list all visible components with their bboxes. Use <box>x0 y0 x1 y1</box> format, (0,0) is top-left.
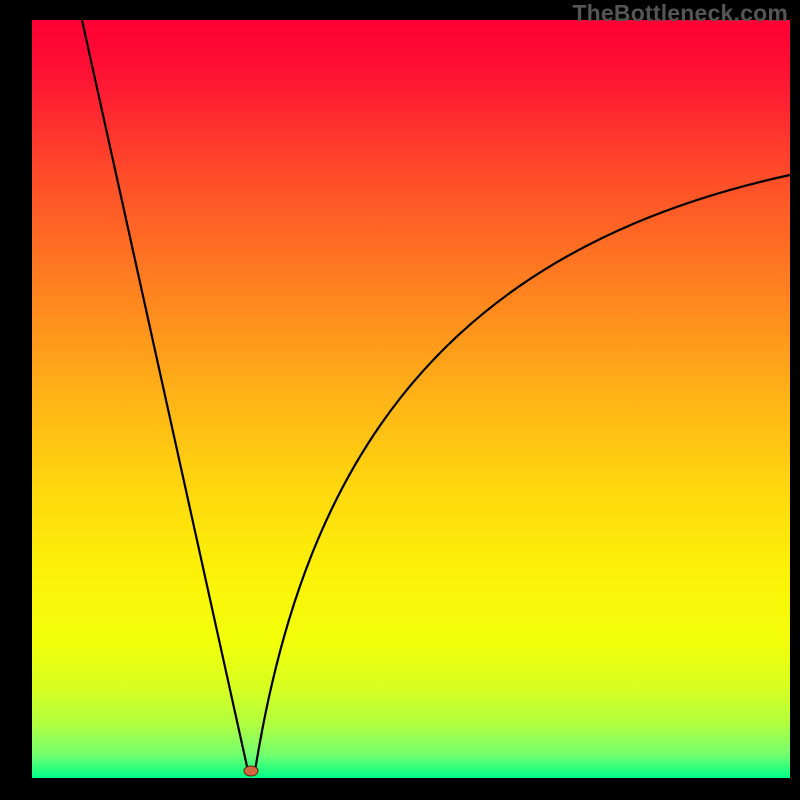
optimum-marker <box>244 766 258 776</box>
watermark-text: TheBottleneck.com <box>572 0 788 27</box>
curve-left-branch <box>82 20 248 771</box>
curve-right-branch <box>255 175 790 771</box>
bottleneck-curve <box>0 0 800 800</box>
chart-container: TheBottleneck.com <box>0 0 800 800</box>
